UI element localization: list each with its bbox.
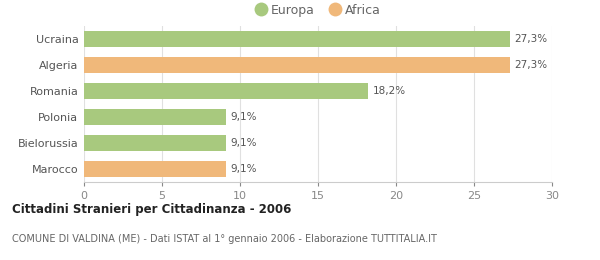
Text: 9,1%: 9,1%: [230, 138, 257, 148]
Legend: Europa, Africa: Europa, Africa: [256, 4, 380, 17]
Bar: [84, 135, 226, 151]
Bar: [84, 109, 226, 125]
Text: 9,1%: 9,1%: [230, 112, 257, 122]
Bar: [84, 57, 510, 73]
Bar: [84, 31, 510, 47]
Text: 27,3%: 27,3%: [515, 34, 548, 44]
Bar: [84, 161, 226, 177]
Text: 9,1%: 9,1%: [230, 164, 257, 174]
Text: 18,2%: 18,2%: [373, 86, 406, 96]
Text: Cittadini Stranieri per Cittadinanza - 2006: Cittadini Stranieri per Cittadinanza - 2…: [12, 203, 292, 216]
Text: COMUNE DI VALDINA (ME) - Dati ISTAT al 1° gennaio 2006 - Elaborazione TUTTITALIA: COMUNE DI VALDINA (ME) - Dati ISTAT al 1…: [12, 234, 437, 244]
Bar: [84, 83, 368, 99]
Text: 27,3%: 27,3%: [515, 60, 548, 70]
